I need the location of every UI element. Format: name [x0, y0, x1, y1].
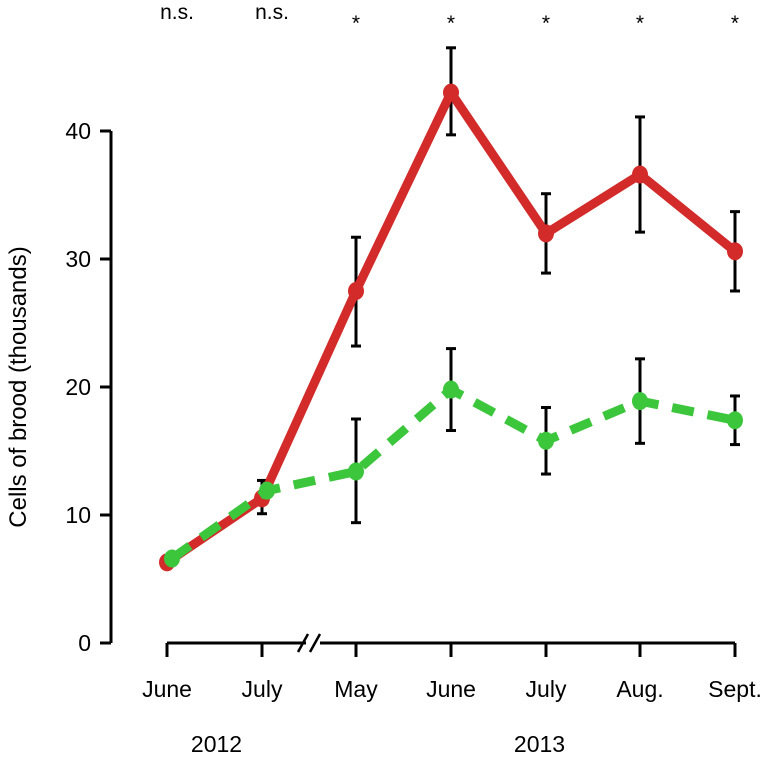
series-point-1: [727, 411, 743, 430]
series-line-0: [164, 88, 738, 567]
x-tick-label: June: [142, 676, 192, 702]
significance-labels: n.s. n.s. * * * * *: [160, 1, 739, 35]
x-tick-label: June: [426, 676, 476, 702]
significance-ns: n.s.: [255, 1, 289, 24]
x-tick-label: Aug.: [616, 676, 663, 702]
y-tick-label: 30: [65, 246, 91, 272]
x-axis: June July May June July Aug. Sept. 2012 2013: [142, 633, 762, 757]
series-point-1: [538, 431, 554, 450]
x-tick-label: May: [334, 676, 378, 702]
error-bars: [257, 46, 740, 525]
series-point-1: [348, 462, 364, 481]
significance-star: *: [542, 12, 550, 35]
year-label: 2012: [191, 731, 242, 757]
year-label: 2013: [514, 731, 565, 757]
significance-star: *: [447, 12, 455, 35]
significance-ns: n.s.: [160, 1, 194, 24]
y-tick-label: 20: [65, 374, 91, 400]
series-line-1: [169, 385, 736, 563]
y-tick-label: 10: [65, 502, 91, 528]
y-axis-title: Cells of brood (thousands): [5, 246, 32, 527]
x-tick-label: July: [242, 676, 283, 702]
series-point-0: [443, 83, 459, 102]
x-tick-label: July: [526, 676, 567, 702]
y-axis: 0 10 20 30 40: [65, 118, 113, 656]
series: [159, 83, 743, 572]
series-point-1: [632, 392, 648, 411]
series-point-1: [443, 380, 459, 399]
y-tick-label: 40: [65, 118, 91, 144]
series-point-0: [538, 224, 554, 243]
series-point-0: [632, 165, 648, 184]
axis-break-mark: [296, 633, 310, 653]
series-point-0: [348, 282, 364, 300]
y-tick-label: 0: [78, 630, 91, 656]
series-point-0: [727, 242, 743, 261]
series-point-1: [259, 481, 275, 500]
series-point-1: [164, 549, 180, 568]
axis-break-mark: [308, 633, 322, 653]
x-tick-label: Sept.: [708, 676, 762, 702]
significance-star: *: [731, 12, 739, 35]
significance-star: *: [352, 12, 360, 35]
significance-star: *: [636, 12, 644, 35]
